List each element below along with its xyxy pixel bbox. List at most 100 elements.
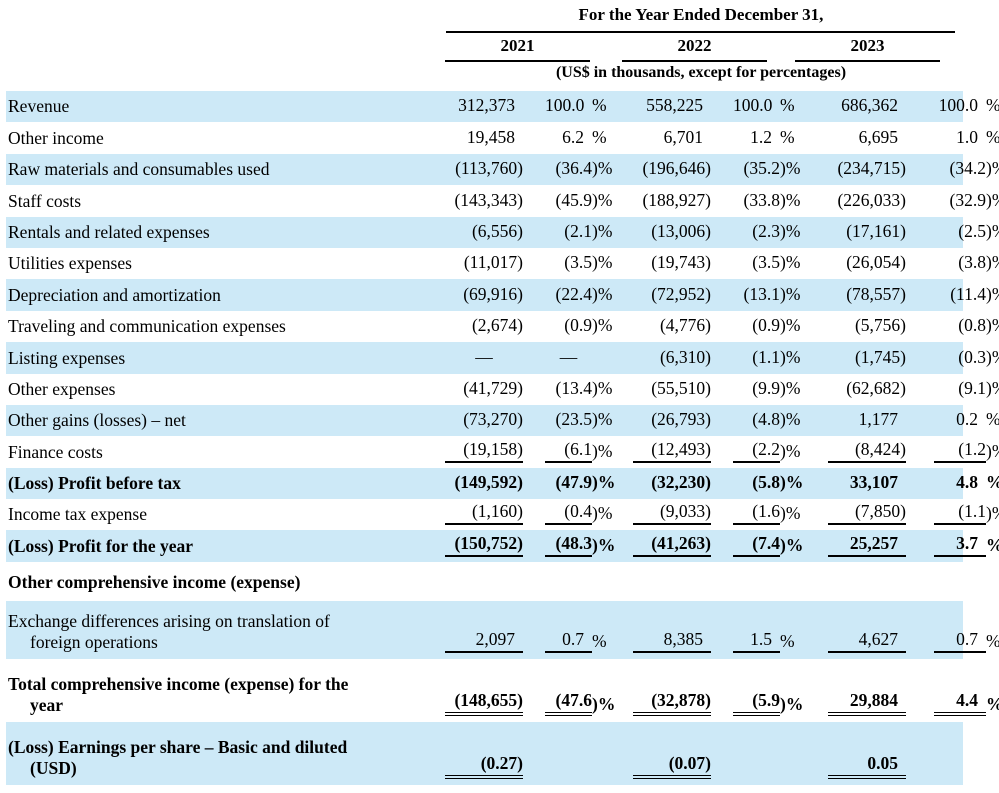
value-suffix: % (986, 631, 999, 653)
table-title: For the Year Ended December 31, (578, 5, 824, 24)
value-suffix: % (986, 409, 999, 431)
value-number (733, 592, 780, 593)
value-number: (149,592) (454, 472, 523, 493)
value-suffix (906, 273, 915, 274)
percent-cell: (33.8)% (720, 190, 802, 212)
value-suffix: )% (592, 377, 613, 398)
value-number: (48.3 (545, 533, 592, 557)
value-suffix: )% (592, 503, 613, 524)
value-number: (143,343) (454, 189, 523, 210)
value-suffix: )% (780, 315, 801, 336)
table-row: Income tax expense (1,160) (0.4)% (9,033) (1… (0, 499, 999, 530)
row-label-line1: Income tax expense (8, 504, 147, 525)
value-suffix (523, 493, 532, 494)
value-number: 100.0 (545, 95, 585, 116)
amount-cell: (55,510) (614, 378, 720, 400)
value-number: (13.4 (555, 377, 592, 398)
table-row: (Loss) Profit before tax (149,592) (47.9)%… (0, 467, 999, 500)
value-suffix: )% (592, 220, 613, 241)
percent-cell: 1.0% (915, 127, 999, 149)
value-suffix (523, 778, 532, 779)
value-number: (26,054) (846, 252, 906, 273)
value-suffix (523, 399, 532, 400)
value-suffix: )% (780, 189, 801, 210)
amount-cell: (0.27) (437, 753, 532, 779)
value-number (633, 592, 711, 593)
percent-cell: 0.7% (915, 629, 999, 653)
value-suffix: )% (780, 503, 801, 524)
percent-cell: (0.8)% (915, 315, 999, 337)
row-label: Raw materials and consumables used (0, 159, 437, 180)
header-rule (446, 31, 955, 33)
value-suffix (906, 462, 915, 463)
value-number: (234,715) (837, 158, 906, 179)
row-label-line1: Utilities expenses (8, 253, 132, 274)
value-suffix (711, 652, 720, 653)
value-number: 312,373 (458, 95, 515, 116)
value-suffix (523, 430, 532, 431)
amount-cell: (41,263) (614, 533, 720, 557)
amount-cell: (19,743) (614, 252, 720, 274)
value-suffix (906, 179, 915, 180)
value-number: (33.8 (743, 189, 780, 210)
table-row: (Loss) Earnings per share – Basic and di… (0, 721, 999, 785)
value-suffix: )% (592, 252, 613, 273)
row-label: Income tax expense (0, 504, 437, 525)
amount-cell: (26,054) (802, 252, 915, 274)
value-suffix (986, 778, 999, 779)
year-rule-2023 (795, 60, 940, 62)
value-suffix: )% (986, 377, 999, 398)
percent-cell: (48.3)% (532, 533, 615, 557)
value-suffix: )% (986, 503, 999, 524)
value-suffix: )% (986, 252, 999, 273)
value-number: (0.3 (958, 346, 986, 367)
percent-cell: (6.1)% (532, 439, 614, 463)
amount-cell: (6,310) (614, 347, 720, 369)
percent-cell: 100.0% (532, 95, 614, 117)
value-number: (13,006) (651, 220, 711, 241)
value-number: 686,362 (841, 95, 898, 116)
value-suffix (523, 715, 532, 716)
percent-cell: (4.8)% (720, 409, 802, 431)
amount-cell: 19,458 (437, 127, 532, 149)
table-row: Revenue 312,373 100.0% 558,225 100.0% 686,362… (0, 91, 999, 123)
value-number: (62,682) (846, 377, 906, 398)
table-row: Other income 19,458 6.2% 6,701 1.2% 6,695 1.0% (0, 122, 999, 153)
row-label-line1: Total comprehensive income (expense) for… (8, 673, 349, 694)
value-number: (17,161) (846, 220, 906, 241)
value-suffix: )% (780, 693, 804, 714)
amount-cell: (188,927) (614, 190, 720, 212)
percent-cell (915, 592, 999, 593)
row-label-line1: Other comprehensive income (expense) (8, 571, 301, 592)
value-suffix (906, 556, 915, 557)
row-label: Revenue (0, 96, 437, 117)
value-suffix (711, 242, 720, 243)
value-number: (1,745) (854, 346, 906, 367)
value-suffix: % (592, 630, 607, 651)
amount-cell: (5,756) (802, 315, 915, 337)
value-number: (32.9 (949, 189, 986, 210)
value-number: 558,225 (646, 95, 703, 116)
percent-cell (532, 778, 614, 779)
value-number: 1.5 (733, 629, 780, 653)
percent-cell: 100.0% (915, 95, 999, 117)
value-number: (32,230) (651, 472, 711, 493)
value-suffix: )% (592, 315, 613, 336)
amount-cell: (19,158) (437, 439, 532, 463)
table-body: Revenue 312,373 100.0% 558,225 100.0% 686,362… (0, 91, 999, 785)
value-number (445, 592, 523, 593)
value-number: — (475, 346, 493, 367)
amount-cell (802, 592, 915, 593)
value-suffix: % (986, 95, 999, 117)
value-number: (13.1 (743, 283, 780, 304)
percent-cell: (35.2)% (720, 158, 802, 180)
value-number (545, 778, 592, 779)
table-row: Finance costs (19,158) (6.1)% (12,493) (2.2)… (0, 436, 999, 467)
value-number: 0.7 (545, 629, 592, 653)
value-number: 8,385 (633, 629, 711, 653)
row-label-line1: Traveling and communication expenses (8, 316, 286, 337)
percent-cell: (7.4)% (720, 533, 803, 557)
year-column-2022: 2022 (677, 36, 712, 55)
value-number: 2,097 (445, 629, 523, 653)
value-number: (47.6 (545, 690, 592, 716)
